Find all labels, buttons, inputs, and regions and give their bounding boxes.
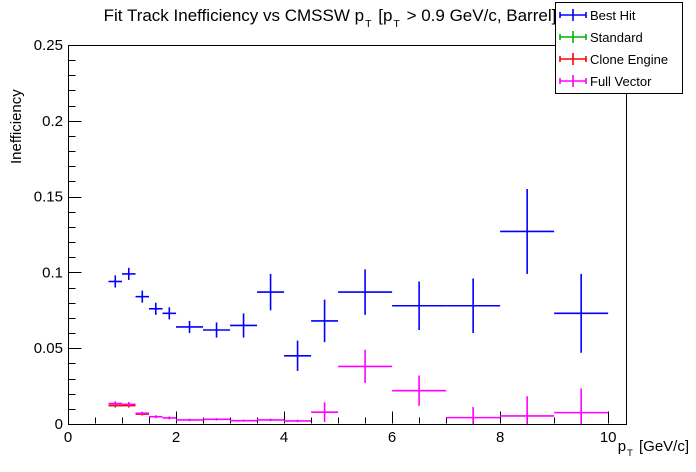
x-axis-title: pT [GeV/c] [618,438,689,458]
chart-title: Fit Track Inefficiency vs CMSSW pT [pT >… [0,6,660,30]
legend-marker-icon [559,75,587,87]
data-point-full-vector [176,418,204,422]
legend-label: Standard [590,29,643,45]
data-point-full-vector [108,401,123,406]
data-point-best-hit [311,299,339,343]
title-text: > 0.9 GeV/c, Barrel] [401,6,557,25]
data-point-best-hit [284,340,312,371]
data-point-best-hit [122,267,136,280]
data-point-full-vector [338,349,393,384]
data-point-full-vector [500,396,555,424]
y-tick-label: 0.1 [42,264,63,281]
data-point-best-hit [257,273,285,311]
plot-frame [68,45,627,425]
data-point-best-hit [108,275,123,288]
series-best-hit [108,189,609,371]
x-axis-title-text: [GeV/c] [634,438,689,455]
legend-marker-icon [559,53,587,65]
x-tick-label: 4 [280,429,288,446]
data-point-full-vector [122,402,136,407]
legend-label: Clone Engine [590,51,669,67]
data-point-full-vector [554,388,609,424]
data-point-best-hit [203,322,231,338]
data-point-full-vector [149,415,163,419]
data-point-best-hit [500,189,555,274]
y-tick-label: 0.05 [34,340,63,357]
legend: Best Hit Standard Clone Engine Full Vector [555,2,683,94]
data-point-best-hit [135,290,150,303]
legend-marker-icon [559,31,587,43]
title-text: [p [373,6,393,25]
data-point-full-vector [284,419,312,423]
series-full-vector [108,349,609,424]
data-point-best-hit [162,307,177,320]
title-text: Fit Track Inefficiency vs CMSSW p [103,6,365,25]
data-point-best-hit [149,302,163,315]
data-point-best-hit [230,313,258,338]
data-point-full-vector [162,416,177,420]
legend-entry-standard: Standard [556,26,682,48]
data-point-best-hit [392,281,447,331]
data-point-best-hit [176,320,204,334]
title-subscript: T [365,17,372,30]
x-tick-label: 8 [496,429,504,446]
x-tick-label: 10 [600,429,617,446]
data-point-full-vector [446,407,501,424]
y-tick-label: 0.15 [34,189,63,206]
legend-entry-best-hit: Best Hit [556,4,682,26]
legend-entry-full-vector: Full Vector [556,70,682,92]
x-tick-label: 0 [64,429,72,446]
y-tick-label: 0.2 [42,113,63,130]
data-point-best-hit [338,269,393,315]
y-tick-label: 0.25 [34,37,63,54]
x-tick-label: 2 [172,429,180,446]
data-point-best-hit [446,278,501,334]
data-point-full-vector [257,418,285,422]
x-tick-label: 6 [388,429,396,446]
data-point-full-vector [392,375,447,406]
legend-marker-icon [559,9,587,21]
data-point-best-hit [554,273,609,353]
title-subscript: T [393,17,400,30]
data-point-full-vector [203,418,231,421]
legend-entry-clone-engine: Clone Engine [556,48,682,70]
data-point-full-vector [230,419,258,422]
x-axis-title-subscript: T [627,448,633,459]
data-point-full-vector [135,411,150,415]
data-point-full-vector [311,402,339,423]
y-tick-label: 0 [55,416,63,433]
legend-label: Best Hit [590,7,636,23]
x-axis-title-text: p [617,438,627,455]
legend-label: Full Vector [590,73,652,89]
